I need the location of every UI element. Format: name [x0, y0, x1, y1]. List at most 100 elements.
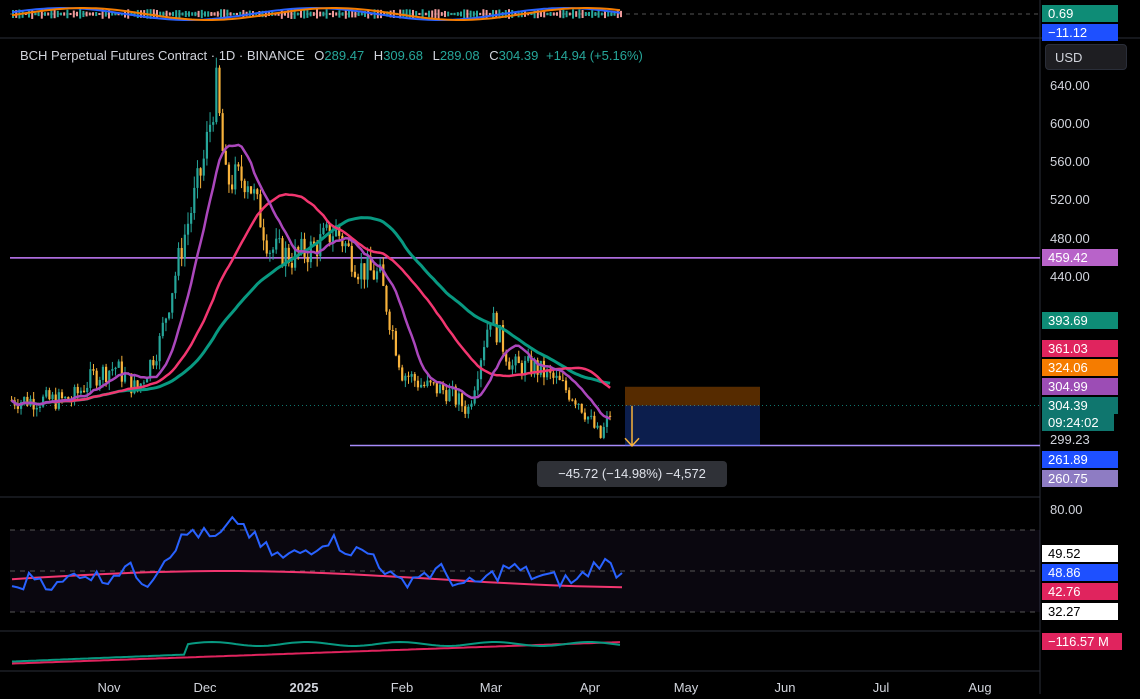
- candle-body: [460, 393, 464, 407]
- candle-body: [357, 276, 360, 280]
- histogram-bar: [239, 11, 242, 17]
- candle-body: [517, 356, 520, 364]
- close-value: 304.39: [498, 48, 539, 63]
- candle-body: [596, 425, 599, 428]
- rsi-level-1: 49.52: [1042, 545, 1118, 562]
- candle-body: [73, 386, 76, 402]
- histogram-bar: [444, 10, 446, 18]
- candle-body: [420, 384, 423, 388]
- histogram-bar: [434, 9, 437, 19]
- histogram-bar: [34, 12, 37, 16]
- candle-body: [407, 375, 410, 377]
- histogram-bar: [133, 11, 136, 17]
- histogram-bar: [287, 10, 290, 18]
- histogram-bar: [568, 12, 571, 16]
- candle-body: [300, 238, 303, 252]
- measure-tooltip: −45.72 (−14.98%) −4,572: [537, 461, 727, 487]
- drop-arrow: [624, 405, 640, 447]
- histogram-bar: [543, 10, 546, 18]
- candle-body: [108, 370, 111, 383]
- signal-line: [11, 7, 621, 21]
- histogram-bar: [412, 9, 414, 19]
- histogram-bar: [332, 10, 334, 18]
- candle-body: [105, 366, 108, 383]
- candle-body: [372, 270, 375, 280]
- histogram-bar: [386, 11, 389, 17]
- candle-body: [445, 390, 448, 402]
- histogram-bar: [98, 12, 101, 16]
- histogram-bar: [197, 10, 200, 18]
- y-tick: 480.00: [1050, 231, 1090, 246]
- histogram-bar: [328, 12, 331, 16]
- histogram-bar: [72, 10, 75, 18]
- candle-body: [51, 394, 54, 400]
- rsi-value: 48.86: [1042, 564, 1118, 581]
- candle-body: [316, 244, 319, 257]
- histogram-bar: [236, 12, 238, 16]
- candle-body: [303, 238, 306, 257]
- histogram-bar: [184, 10, 187, 18]
- histogram-bar: [82, 10, 85, 18]
- candle-body: [492, 312, 495, 325]
- histogram-bar: [306, 10, 309, 18]
- candle-body: [536, 360, 539, 375]
- candle-body: [574, 400, 577, 405]
- histogram-bar: [536, 9, 539, 19]
- histogram-bar: [556, 12, 558, 16]
- histogram-bar: [437, 9, 440, 19]
- histogram-bar: [565, 10, 568, 18]
- symbol-title: BCH Perpetual Futures Contract · 1D · BI…: [20, 48, 305, 63]
- rsi-level-2: 32.27: [1042, 603, 1118, 620]
- target-label: 324.06: [1042, 359, 1118, 376]
- candle-body: [341, 235, 344, 247]
- candle-body: [168, 312, 171, 319]
- candle-body: [552, 372, 555, 378]
- histogram-bar: [408, 9, 411, 19]
- candle-body: [467, 406, 470, 414]
- histogram-bar: [175, 10, 178, 18]
- candle-body: [416, 380, 420, 388]
- histogram-bar: [546, 12, 549, 16]
- candle-body: [533, 360, 536, 375]
- histogram-bar: [453, 12, 456, 16]
- histogram-bar: [66, 9, 69, 19]
- candle-body: [130, 373, 133, 394]
- candle-body: [205, 131, 208, 159]
- candle-body: [114, 367, 117, 370]
- histogram-bar: [383, 12, 386, 16]
- histogram-bar: [482, 9, 485, 19]
- histogram-bar: [428, 10, 430, 18]
- candle-body: [555, 375, 558, 378]
- histogram-bar: [194, 11, 197, 17]
- histogram-bar: [172, 11, 174, 17]
- candle-body: [609, 415, 612, 417]
- candle-body: [347, 243, 350, 246]
- histogram-bar: [152, 9, 155, 19]
- candle-body: [79, 390, 82, 394]
- candle-body: [123, 373, 127, 382]
- y-tick: 600.00: [1050, 116, 1090, 131]
- histogram-bar: [69, 12, 72, 16]
- histogram-bar: [316, 9, 318, 19]
- histogram-bar: [12, 9, 14, 19]
- histogram-bar: [63, 12, 66, 16]
- candle-body: [243, 180, 246, 193]
- candle-body: [319, 234, 322, 257]
- histogram-bar: [600, 12, 603, 16]
- candle-body: [334, 225, 338, 237]
- histogram-bar: [104, 11, 107, 17]
- histogram-bar: [309, 11, 312, 17]
- candle-body: [253, 189, 256, 194]
- histogram-bar: [319, 11, 322, 17]
- candle-body: [571, 399, 574, 401]
- histogram-bar: [344, 9, 347, 19]
- y-tick: 520.00: [1050, 192, 1090, 207]
- currency-button[interactable]: USD: [1045, 44, 1127, 70]
- candle-body: [511, 365, 514, 370]
- open-label: O: [314, 48, 325, 63]
- candle-body: [577, 403, 580, 405]
- candle-body: [454, 386, 457, 405]
- histogram-bar: [159, 11, 162, 17]
